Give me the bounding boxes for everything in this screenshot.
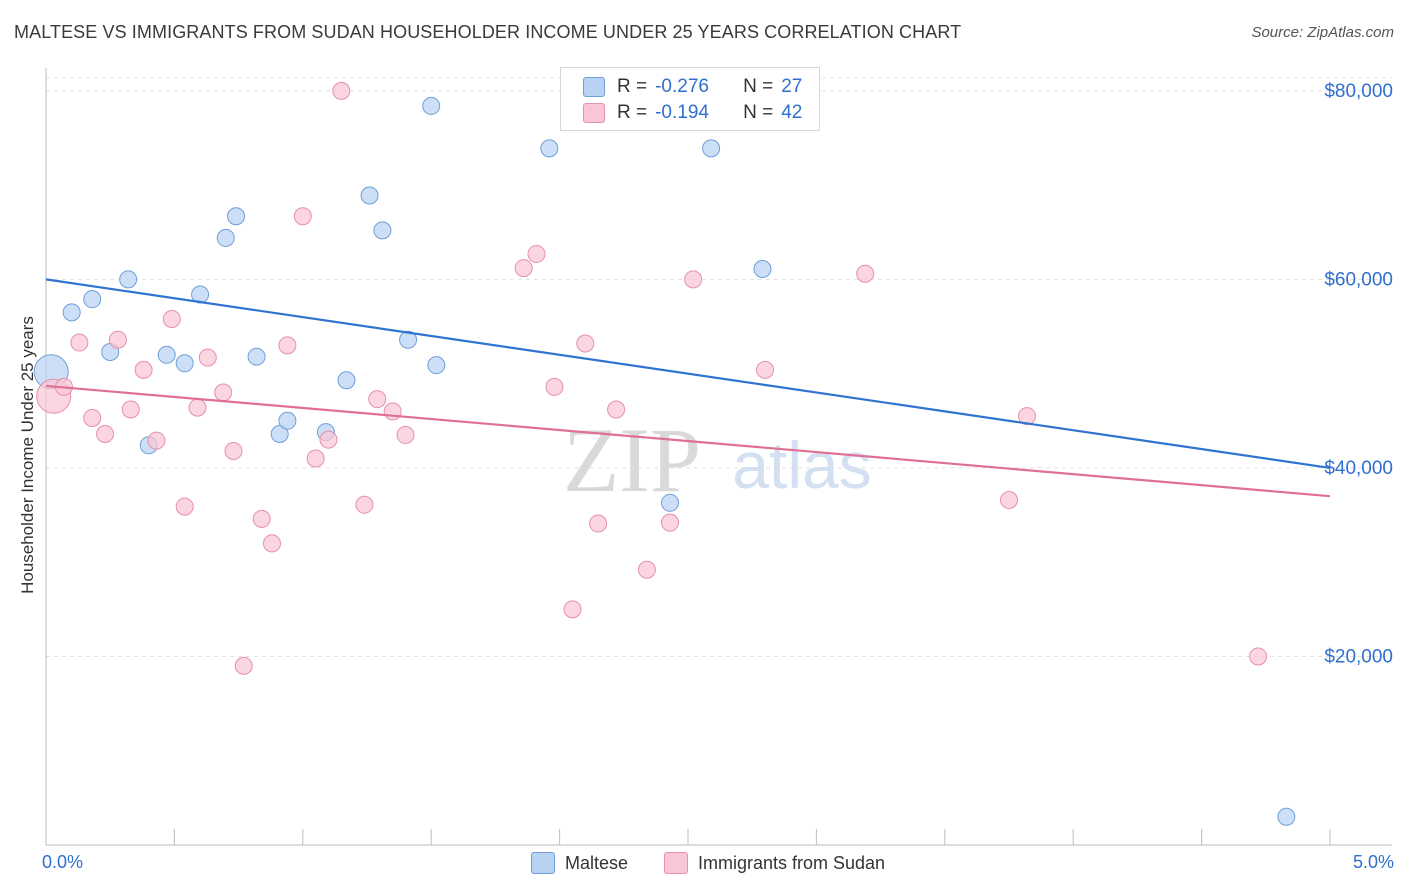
sudan-point bbox=[756, 360, 775, 379]
sudan-point bbox=[856, 264, 875, 283]
sudan-point bbox=[147, 431, 166, 450]
n-label: N = bbox=[743, 76, 774, 97]
sudan-point bbox=[70, 333, 89, 352]
sudan-point bbox=[1249, 647, 1268, 666]
maltese-point bbox=[278, 411, 297, 430]
maltese-point bbox=[427, 356, 446, 375]
sudan-point bbox=[355, 495, 374, 514]
maltese-point bbox=[360, 186, 379, 205]
x-tick-max: 5.0% bbox=[1352, 852, 1394, 872]
sudan-point bbox=[332, 81, 351, 100]
maltese-point bbox=[753, 260, 772, 279]
sudan-point bbox=[545, 377, 564, 396]
sudan-point bbox=[383, 402, 402, 421]
maltese-point bbox=[373, 221, 392, 240]
sudan-point bbox=[188, 398, 207, 417]
trend-lines bbox=[45, 278, 1331, 498]
maltese-point bbox=[157, 345, 176, 364]
series-legend: Maltese Immigrants from Sudan bbox=[0, 852, 1406, 878]
legend-item-maltese[interactable]: Maltese bbox=[531, 852, 628, 874]
sudan-point bbox=[319, 430, 338, 449]
maltese-point bbox=[119, 270, 138, 289]
watermark-zip: ZIP bbox=[563, 409, 701, 511]
y-tick-label: $80,000 bbox=[1324, 81, 1393, 102]
y-tick-labels: $20,000 $40,000 $60,000 $80,000 bbox=[1324, 81, 1393, 668]
grid-lines bbox=[46, 77, 1392, 657]
sudan-point bbox=[96, 424, 115, 443]
sudan-point bbox=[637, 560, 656, 579]
sudan-point bbox=[576, 334, 595, 353]
maltese-point bbox=[62, 303, 81, 322]
legend-item-sudan[interactable]: Immigrants from Sudan bbox=[664, 852, 885, 874]
stats-row-sudan: R = -0.194 N = 42 bbox=[583, 101, 802, 125]
maltese-point bbox=[661, 493, 680, 512]
sudan-point bbox=[514, 259, 533, 278]
sudan-point bbox=[661, 513, 680, 532]
stats-legend: R = -0.276 N = 27 R = -0.194 N = 42 bbox=[560, 67, 820, 131]
sudan-point bbox=[293, 207, 312, 226]
sudan-point bbox=[1017, 407, 1036, 426]
r-value: -0.194 bbox=[655, 102, 709, 123]
sudan-point bbox=[684, 270, 703, 289]
sudan-point bbox=[224, 441, 243, 460]
axes bbox=[45, 68, 1392, 846]
sudan-point bbox=[368, 390, 387, 409]
n-label: N = bbox=[743, 102, 774, 123]
sudan-point bbox=[198, 348, 217, 367]
watermark: ZIP atlas bbox=[563, 409, 872, 511]
r-label: R = bbox=[617, 102, 648, 123]
r-value: -0.276 bbox=[655, 76, 709, 97]
sudan-point bbox=[83, 408, 102, 427]
maltese-point bbox=[216, 228, 235, 247]
sudan-point bbox=[121, 400, 140, 419]
sudan-point bbox=[278, 336, 297, 355]
r-label: R = bbox=[617, 76, 648, 97]
sudan-point bbox=[607, 400, 626, 419]
source-note: Source: ZipAtlas.com bbox=[1251, 24, 1394, 41]
y-tick-label: $40,000 bbox=[1324, 458, 1393, 479]
sudan-point bbox=[252, 509, 271, 528]
legend-swatch-maltese bbox=[531, 852, 555, 874]
maltese-point bbox=[1277, 807, 1296, 826]
watermark-atlas: atlas bbox=[732, 428, 871, 502]
maltese-point bbox=[227, 207, 246, 226]
sudan-point bbox=[306, 449, 325, 468]
n-value: 42 bbox=[781, 102, 803, 123]
maltese-point bbox=[175, 354, 194, 373]
legend-label-sudan: Immigrants from Sudan bbox=[698, 852, 886, 873]
maltese-point bbox=[399, 330, 418, 349]
sudan-point bbox=[262, 534, 281, 553]
x-tick-min: 0.0% bbox=[42, 852, 84, 872]
maltese-point bbox=[702, 139, 721, 158]
maltese-point bbox=[247, 347, 266, 366]
sudan-point bbox=[234, 656, 253, 675]
maltese-point bbox=[83, 290, 102, 309]
sudan-point bbox=[527, 244, 546, 263]
sudan-swatch bbox=[583, 103, 605, 123]
sudan-point bbox=[1000, 490, 1018, 509]
maltese-trend-line bbox=[45, 278, 1331, 470]
sudan-point bbox=[214, 383, 233, 402]
maltese-point bbox=[337, 371, 356, 390]
sudan-point bbox=[134, 360, 153, 379]
legend-swatch-sudan bbox=[664, 852, 688, 874]
maltese-point bbox=[540, 139, 559, 158]
sudan-point bbox=[589, 514, 608, 533]
maltese-swatch bbox=[583, 77, 605, 97]
sudan-point bbox=[162, 309, 181, 328]
y-tick-label: $60,000 bbox=[1324, 269, 1393, 290]
sudan-trend-line bbox=[45, 384, 1331, 498]
y-tick-label: $20,000 bbox=[1324, 646, 1393, 667]
maltese-point bbox=[270, 424, 289, 443]
sudan-point bbox=[108, 330, 127, 349]
maltese-point bbox=[422, 96, 441, 115]
stats-row-maltese: R = -0.276 N = 27 bbox=[583, 75, 802, 99]
sudan-point bbox=[563, 600, 582, 619]
sudan-point bbox=[396, 425, 415, 444]
chart-title: MALTESE VS IMMIGRANTS FROM SUDAN HOUSEHO… bbox=[14, 22, 962, 42]
legend-label-maltese: Maltese bbox=[565, 852, 629, 873]
sudan-point bbox=[175, 497, 194, 516]
n-value: 27 bbox=[781, 76, 803, 97]
